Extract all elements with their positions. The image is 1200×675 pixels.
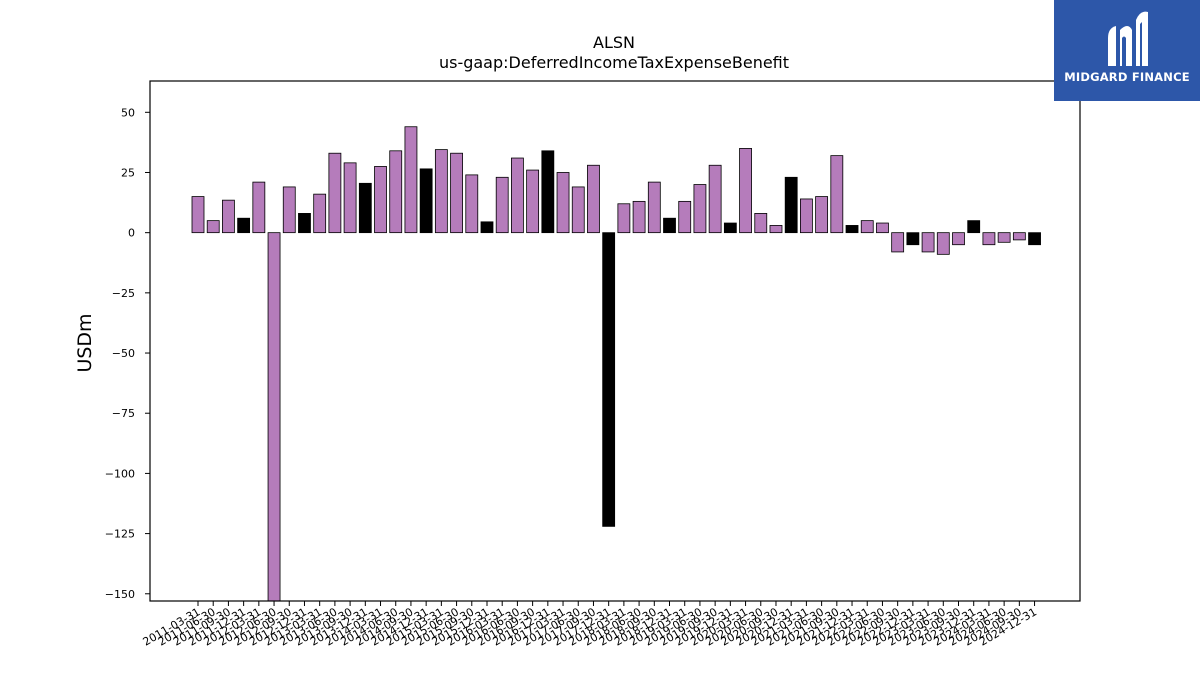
bar-2015-03-31 [434, 149, 448, 234]
bar-2011-03-31 [191, 196, 205, 234]
bar-2020-06-30 [754, 213, 768, 234]
bar-2013-03-31 [313, 193, 327, 234]
bar-2013-12-31 [358, 182, 372, 234]
bar-2022-09-30 [891, 232, 905, 253]
bar-2020-03-31 [739, 148, 752, 234]
bar-2016-09-30 [526, 169, 540, 234]
bar-2012-06-30 [267, 232, 281, 602]
y-tick-label: −125 [105, 528, 135, 541]
bar-2017-09-30 [587, 164, 600, 234]
bar-2021-12-31 [845, 225, 859, 234]
bar-2022-12-31 [906, 232, 920, 246]
bar-2012-03-31 [252, 181, 266, 234]
bar-2021-06-30 [815, 196, 829, 234]
bar-2017-06-30 [571, 186, 585, 234]
y-tick-label: 0 [128, 227, 135, 240]
x-axis: 2011-03-312011-06-302011-09-302011-12-31… [141, 601, 1039, 649]
bar-2013-06-30 [328, 152, 342, 234]
bar-2012-12-31 [298, 213, 311, 234]
plot-frame [149, 80, 1081, 602]
bar-2022-06-30 [876, 222, 889, 234]
bar-2023-12-31 [967, 220, 981, 234]
bar-2014-12-31 [419, 168, 433, 234]
y-tick-label: −75 [112, 407, 135, 420]
bar-2019-06-30 [693, 184, 707, 234]
bar-2019-09-30 [708, 164, 722, 234]
bar-2019-03-31 [678, 200, 692, 234]
bar-2013-09-30 [343, 162, 357, 234]
bar-2024-12-31 [1028, 232, 1041, 246]
bar-2020-09-30 [769, 225, 783, 234]
bar-2022-03-31 [860, 220, 874, 234]
logo-text: MIDGARD FINANCE [1064, 70, 1190, 84]
bar-2015-12-31 [480, 221, 494, 234]
bar-2023-03-31 [921, 232, 935, 253]
bar-2014-09-30 [404, 126, 418, 234]
bar-2016-12-31 [541, 150, 555, 234]
bar-2018-09-30 [647, 181, 661, 234]
bar-2014-03-31 [374, 166, 387, 234]
bar-2018-12-31 [663, 217, 676, 234]
y-tick-label: −100 [105, 467, 135, 480]
y-tick-label: −50 [112, 347, 135, 360]
bar-2024-09-30 [1012, 232, 1026, 241]
bar-2020-12-31 [784, 176, 798, 234]
bar-2024-06-30 [997, 232, 1011, 243]
bar-2015-06-30 [450, 152, 463, 234]
bar-2018-03-31 [617, 203, 631, 234]
bar-2017-03-31 [556, 172, 570, 234]
chart-subtitle: us-gaap:DeferredIncomeTaxExpenseBenefit [439, 53, 789, 72]
bar-2021-09-30 [830, 155, 844, 234]
bar-2023-09-30 [952, 232, 965, 246]
bar-2017-12-31 [602, 232, 616, 527]
bar-2016-03-31 [495, 176, 509, 234]
bar-2011-06-30 [206, 220, 220, 234]
y-axis: 50 25 0 −25 −50 −75 −100 −125 −150 [105, 106, 150, 601]
bar-2018-06-30 [632, 200, 646, 234]
bar-2021-03-31 [800, 198, 813, 234]
bars-group [191, 126, 1041, 602]
y-axis-label: USDm [74, 313, 96, 372]
bar-2014-06-30 [389, 150, 403, 234]
logo-mark-icon [1108, 11, 1148, 66]
y-tick-label: −150 [105, 588, 135, 601]
y-tick-label: 50 [121, 106, 135, 119]
y-tick-label: 25 [121, 166, 135, 179]
bar-2023-06-30 [936, 232, 950, 255]
bar-2015-09-30 [465, 174, 479, 234]
bar-2012-09-30 [282, 186, 296, 234]
chart-title: ALSN [593, 33, 635, 52]
bar-2011-12-31 [237, 217, 251, 234]
bar-2011-09-30 [222, 199, 235, 234]
bar-2016-06-30 [511, 157, 524, 234]
y-tick-label: −25 [112, 287, 135, 300]
bar-2024-03-31 [982, 232, 996, 246]
brand-logo: MIDGARD FINANCE [1054, 0, 1200, 101]
bar-2019-12-31 [723, 222, 737, 234]
